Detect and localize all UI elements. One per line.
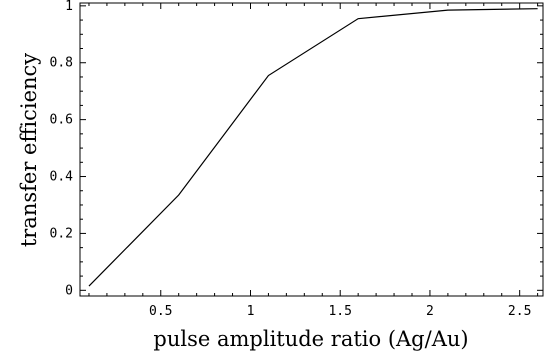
axis-ticks xyxy=(80,3,543,296)
y-tick-label: 1 xyxy=(65,0,73,14)
tick-labels: 0.5 1 1.5 2 2.5 0 0.2 0.4 0.6 0.8 1 xyxy=(50,0,532,319)
y-tick-label: 0.4 xyxy=(50,170,74,185)
y-axis-title: transfer efficiency xyxy=(17,53,41,247)
y-tick-label: 0.2 xyxy=(50,226,73,241)
x-tick-label: 2.5 xyxy=(508,304,531,319)
x-tick-label: 1.5 xyxy=(328,304,351,319)
y-tick-label: 0 xyxy=(65,283,73,298)
x-axis-title: pulse amplitude ratio (Ag/Au) xyxy=(153,327,468,351)
plot-frame xyxy=(79,2,544,297)
x-tick-label: 0.5 xyxy=(149,304,172,319)
y-tick-label: 0.8 xyxy=(50,56,73,71)
x-tick-label: 2 xyxy=(426,304,434,319)
x-tick-label: 1 xyxy=(247,304,255,319)
y-tick-label: 0.6 xyxy=(50,113,73,128)
series-line xyxy=(88,8,538,287)
